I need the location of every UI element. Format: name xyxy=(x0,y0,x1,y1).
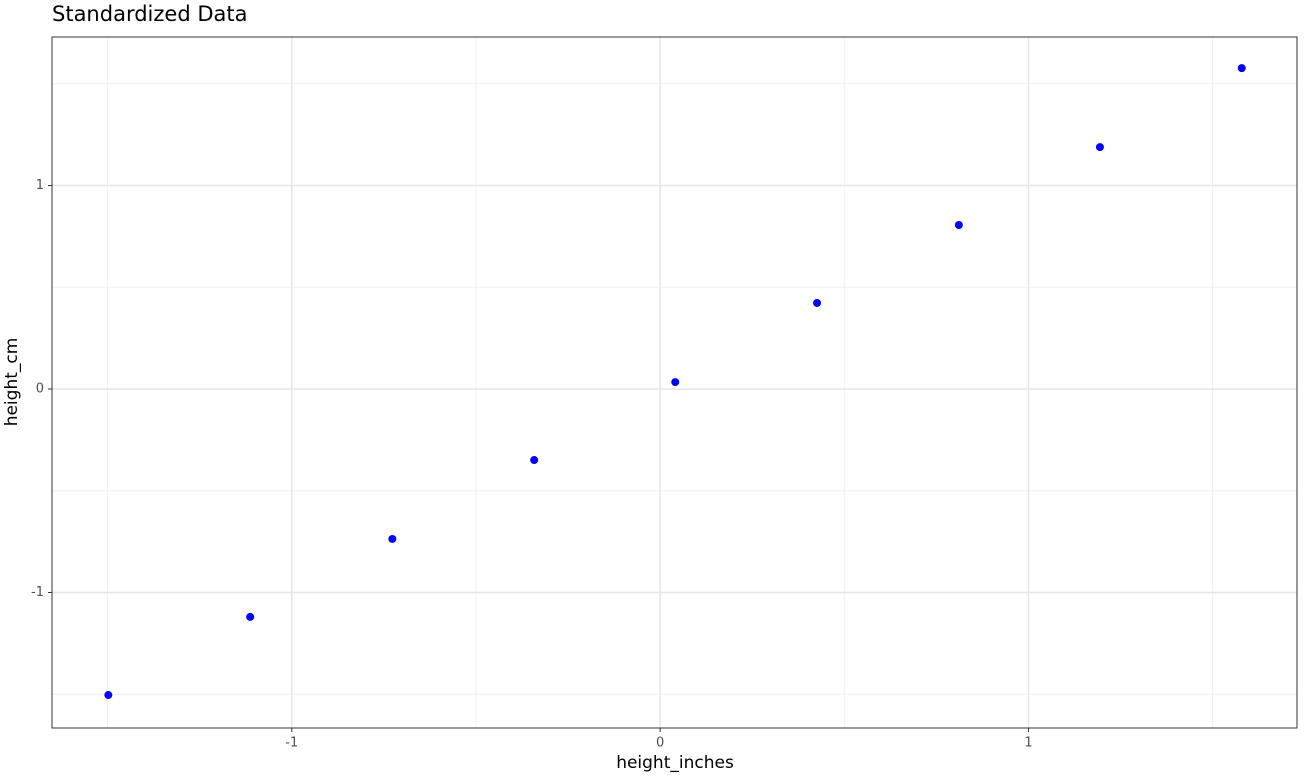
point xyxy=(104,691,113,700)
point xyxy=(813,298,822,307)
point xyxy=(1237,64,1246,73)
point xyxy=(388,534,397,543)
y-tick-label: -1 xyxy=(31,585,44,600)
y-tick-label: 1 xyxy=(36,178,44,193)
point xyxy=(954,221,963,230)
y-tick-label: 0 xyxy=(36,382,44,397)
point xyxy=(530,456,539,465)
point xyxy=(1095,143,1104,152)
x-tick-label: 0 xyxy=(656,736,664,751)
chart-title: Standardized Data xyxy=(52,2,247,26)
point xyxy=(246,612,255,621)
x-tick-label: 1 xyxy=(1024,736,1032,751)
x-tick-label: -1 xyxy=(285,736,298,751)
x-axis-title: height_inches xyxy=(616,753,734,773)
point xyxy=(671,378,680,387)
plot-border xyxy=(51,36,1298,729)
y-axis-title: height_cm xyxy=(2,338,22,427)
